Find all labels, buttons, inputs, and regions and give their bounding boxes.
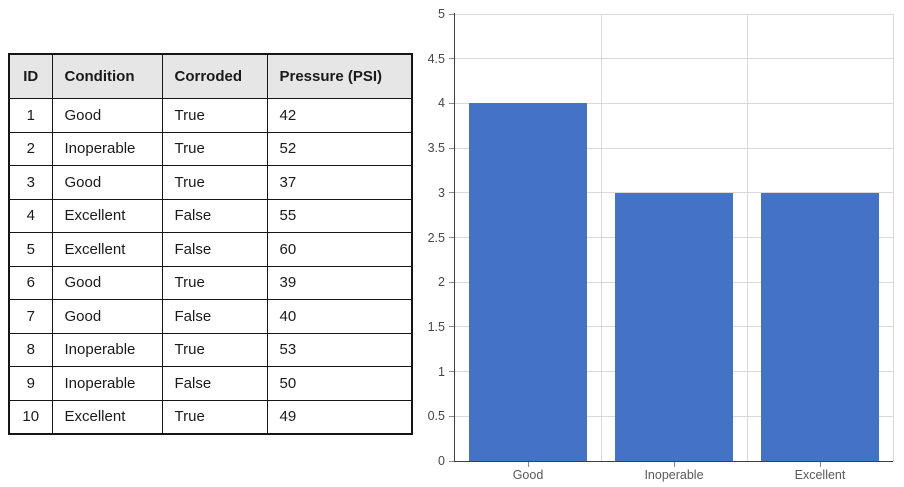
table-cell: 52 bbox=[266, 131, 413, 166]
x-tick bbox=[528, 462, 529, 467]
pipe-condition-table: ID Condition Corroded Pressure (PSI) 1 Good T… bbox=[8, 53, 413, 435]
table-cell: 42 bbox=[266, 98, 413, 133]
table-row: 3 Good True 37 bbox=[8, 165, 413, 200]
y-gridline bbox=[455, 58, 893, 60]
table-cell: 7 bbox=[8, 299, 53, 334]
table-cell: Inoperable bbox=[51, 332, 163, 367]
bar-inoperable bbox=[615, 192, 733, 461]
table-row: 6 Good True 39 bbox=[8, 265, 413, 300]
table-cell: 6 bbox=[8, 265, 53, 300]
table-cell: Good bbox=[51, 165, 163, 200]
table-cell: True bbox=[161, 399, 268, 435]
x-axis-label: Good bbox=[512, 468, 544, 482]
x-axis-label: Inoperable bbox=[644, 468, 704, 482]
table-header-row: ID Condition Corroded Pressure (PSI) bbox=[8, 53, 413, 99]
table-cell: False bbox=[161, 366, 268, 401]
y-gridline bbox=[455, 13, 893, 15]
table-cell: 49 bbox=[266, 399, 413, 435]
x-axis-label: Excellent bbox=[794, 468, 846, 482]
table-row: 9 Inoperable False 50 bbox=[8, 366, 413, 401]
table-row: 10 Excellent True 49 bbox=[8, 399, 413, 435]
table-cell: True bbox=[161, 131, 268, 166]
y-tick-label: 4 bbox=[438, 96, 445, 111]
table-cell: True bbox=[161, 98, 268, 133]
table-cell: 53 bbox=[266, 332, 413, 367]
x-tick bbox=[820, 462, 821, 467]
table-cell: True bbox=[161, 332, 268, 367]
table-cell: 3 bbox=[8, 165, 53, 200]
table-body: 1 Good True 42 2 Inoperable True 52 3 Good True 37 4… bbox=[8, 98, 413, 435]
y-tick-label: 3.5 bbox=[427, 141, 445, 156]
y-tick-label: 5 bbox=[438, 7, 445, 21]
x-gridline bbox=[746, 14, 748, 461]
y-tick-label: 1 bbox=[438, 364, 445, 379]
table-cell: Good bbox=[51, 265, 163, 300]
y-tick bbox=[449, 147, 455, 149]
table-cell: 37 bbox=[266, 165, 413, 200]
table-cell: 50 bbox=[266, 366, 413, 401]
y-tick-label: 0.5 bbox=[427, 409, 445, 424]
y-tick bbox=[449, 58, 455, 60]
table-cell: Excellent bbox=[51, 198, 163, 233]
y-tick-label: 4.5 bbox=[427, 51, 445, 66]
table-cell: Excellent bbox=[51, 399, 163, 435]
column-header: ID bbox=[8, 53, 53, 99]
y-tick-label: 2.5 bbox=[427, 230, 445, 245]
y-tick bbox=[449, 326, 455, 328]
table-header: ID Condition Corroded Pressure (PSI) bbox=[8, 53, 413, 99]
y-tick-label: 3 bbox=[438, 185, 445, 200]
column-header: Pressure (PSI) bbox=[266, 53, 413, 99]
table-cell: True bbox=[161, 165, 268, 200]
y-tick-label: 1.5 bbox=[427, 319, 445, 334]
table-cell: False bbox=[161, 232, 268, 267]
y-tick-label: 0 bbox=[438, 454, 445, 468]
y-axis-line bbox=[453, 13, 455, 462]
table-cell: 5 bbox=[8, 232, 53, 267]
table-cell: 8 bbox=[8, 332, 53, 367]
bar-excellent bbox=[761, 192, 879, 461]
y-tick bbox=[449, 281, 455, 283]
table-cell: 39 bbox=[266, 265, 413, 300]
y-tick bbox=[449, 415, 455, 417]
table-row: 8 Inoperable True 53 bbox=[8, 332, 413, 367]
y-tick bbox=[449, 237, 455, 238]
x-tick bbox=[674, 462, 675, 467]
table-cell: False bbox=[161, 299, 268, 334]
table-row: 7 Good False 40 bbox=[8, 299, 413, 334]
y-gridline bbox=[455, 102, 893, 104]
table-cell: 2 bbox=[8, 131, 53, 166]
y-tick bbox=[449, 460, 455, 462]
x-axis-line bbox=[453, 460, 893, 462]
table-cell: Good bbox=[51, 98, 163, 133]
table-cell: 4 bbox=[8, 198, 53, 233]
table-cell: 60 bbox=[266, 232, 413, 267]
y-gridline bbox=[455, 147, 893, 149]
plot-right-border bbox=[893, 14, 894, 461]
table-cell: True bbox=[161, 265, 268, 300]
y-tick-label: 2 bbox=[438, 275, 445, 290]
table-row: 1 Good True 42 bbox=[8, 98, 413, 133]
table-cell: Good bbox=[51, 299, 163, 334]
y-tick bbox=[449, 102, 455, 104]
bar-good bbox=[469, 103, 587, 461]
table-cell: Inoperable bbox=[51, 366, 163, 401]
x-gridline bbox=[600, 14, 602, 461]
table-cell: 40 bbox=[266, 299, 413, 334]
y-tick bbox=[449, 13, 455, 15]
y-tick bbox=[449, 192, 455, 194]
table-row: 5 Excellent False 60 bbox=[8, 232, 413, 267]
y-tick bbox=[449, 371, 455, 373]
